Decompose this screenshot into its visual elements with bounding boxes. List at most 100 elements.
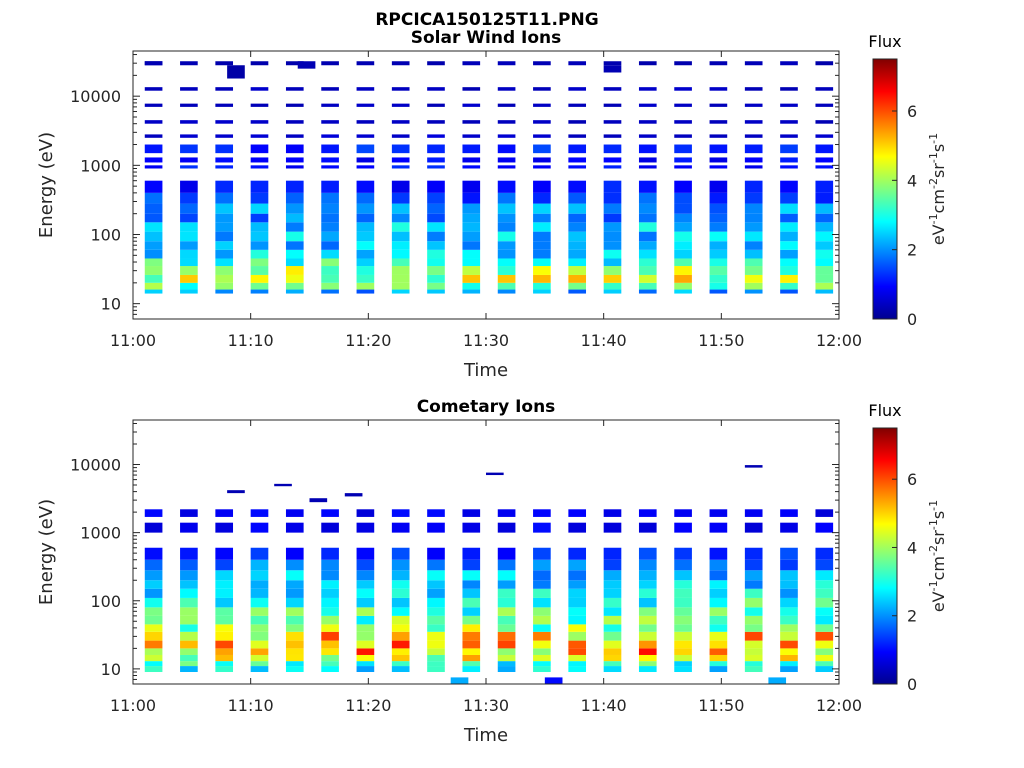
heatmap-cell [391, 615, 410, 625]
colorbar-tick-label: 2 [907, 241, 917, 260]
heatmap-cell [144, 580, 163, 589]
heatmap-cell [568, 570, 587, 581]
heatmap-cell [638, 61, 657, 66]
heatmap-cell [815, 640, 834, 649]
figure-title: RPCICA150125T11.PNG [375, 10, 598, 30]
heatmap-cell [227, 490, 245, 494]
heatmap-cell [285, 547, 304, 560]
heatmap-cell [533, 289, 551, 294]
heatmap-cell [215, 249, 234, 259]
heatmap-cell [427, 615, 445, 625]
heatmap-cell [638, 144, 657, 154]
heatmap-cell [427, 120, 445, 124]
heatmap-cell [180, 213, 198, 223]
heatmap-cell [533, 241, 551, 250]
heatmap-cell [674, 241, 692, 250]
y-tick-label: 100 [90, 225, 121, 244]
heatmap-cell [427, 289, 445, 294]
heatmap-cell [427, 282, 445, 290]
heatmap-cell [497, 522, 516, 533]
heatmap-cell [462, 648, 481, 655]
heatmap-cell [674, 648, 692, 655]
heatmap-cell [815, 522, 834, 533]
heatmap-cell [780, 213, 798, 223]
heatmap-cell [215, 87, 234, 91]
heatmap-cell [427, 570, 445, 581]
heatmap-cell [780, 666, 798, 673]
heatmap-cell [180, 103, 198, 107]
heatmap-cell [180, 607, 198, 616]
heatmap-cell [144, 61, 163, 66]
heatmap-cell [144, 289, 163, 294]
colorbar-tick-label: 0 [907, 675, 917, 694]
heatmap-cell [533, 120, 551, 124]
heatmap-cell [780, 648, 798, 655]
heatmap-cell [356, 607, 375, 616]
heatmap-cell [744, 580, 763, 589]
heatmap-cell [321, 231, 339, 242]
heatmap-cell [321, 266, 339, 275]
heatmap-cell [427, 522, 445, 533]
heatmap-cell [780, 87, 798, 91]
heatmap-cell [321, 180, 339, 193]
heatmap-cell [321, 607, 339, 616]
heatmap-cell [780, 274, 798, 283]
heatmap-cell [568, 624, 587, 632]
heatmap-cell [709, 231, 728, 242]
heatmap-cell [321, 144, 339, 154]
heatmap-cell [321, 509, 339, 517]
heatmap-cell [744, 640, 763, 649]
heatmap-cell [462, 547, 481, 560]
heatmap-cell [674, 180, 692, 193]
heatmap-cell [462, 241, 481, 250]
heatmap-cell [568, 509, 587, 517]
heatmap-cell [321, 274, 339, 283]
heatmap-cell [709, 266, 728, 275]
heatmap-cell [356, 134, 375, 138]
heatmap-cell [250, 134, 269, 138]
heatmap-cell [674, 580, 692, 589]
heatmap-cell [603, 258, 622, 267]
heatmap-cell [709, 87, 728, 91]
heatmap-cell [180, 631, 198, 641]
heatmap-cell [391, 607, 410, 616]
heatmap-cell [250, 666, 269, 673]
heatmap-cell [215, 615, 234, 625]
heatmap-cell [391, 157, 410, 163]
heatmap-cell [215, 266, 234, 275]
heatmap-cell [285, 559, 304, 571]
heatmap-cell [780, 134, 798, 138]
y-tick-label: 10000 [70, 87, 121, 106]
colorbar-title: Flux [868, 32, 901, 51]
heatmap-cell [285, 61, 304, 66]
heatmap-cell [215, 509, 234, 517]
heatmap-cell [215, 624, 234, 632]
heatmap-cell [497, 597, 516, 608]
heatmap-cell [568, 241, 587, 250]
heatmap-cell [780, 597, 798, 608]
heatmap-cell [780, 289, 798, 294]
heatmap-cell [603, 615, 622, 625]
heatmap-cell [709, 103, 728, 107]
heatmap-cell [497, 615, 516, 625]
heatmap-cell [215, 597, 234, 608]
heatmap-cell [356, 509, 375, 517]
heatmap-cell [638, 258, 657, 267]
heatmap-cell [709, 134, 728, 138]
heatmap-cell [250, 547, 269, 560]
heatmap-cell [638, 249, 657, 259]
heatmap-cell [709, 120, 728, 124]
heatmap-cell [180, 559, 198, 571]
heatmap-cell [144, 624, 163, 632]
y-axis-label: Energy (eV) [36, 499, 57, 605]
heatmap-cell [356, 231, 375, 242]
heatmap-cell [674, 509, 692, 517]
heatmap-cell [744, 203, 763, 214]
heatmap-cell [497, 144, 516, 154]
heatmap-cell [497, 120, 516, 124]
heatmap-cell [497, 157, 516, 163]
heatmap-cell [533, 266, 551, 275]
heatmap-cell [780, 258, 798, 267]
heatmap-cell [215, 103, 234, 107]
heatmap-cell [215, 588, 234, 598]
